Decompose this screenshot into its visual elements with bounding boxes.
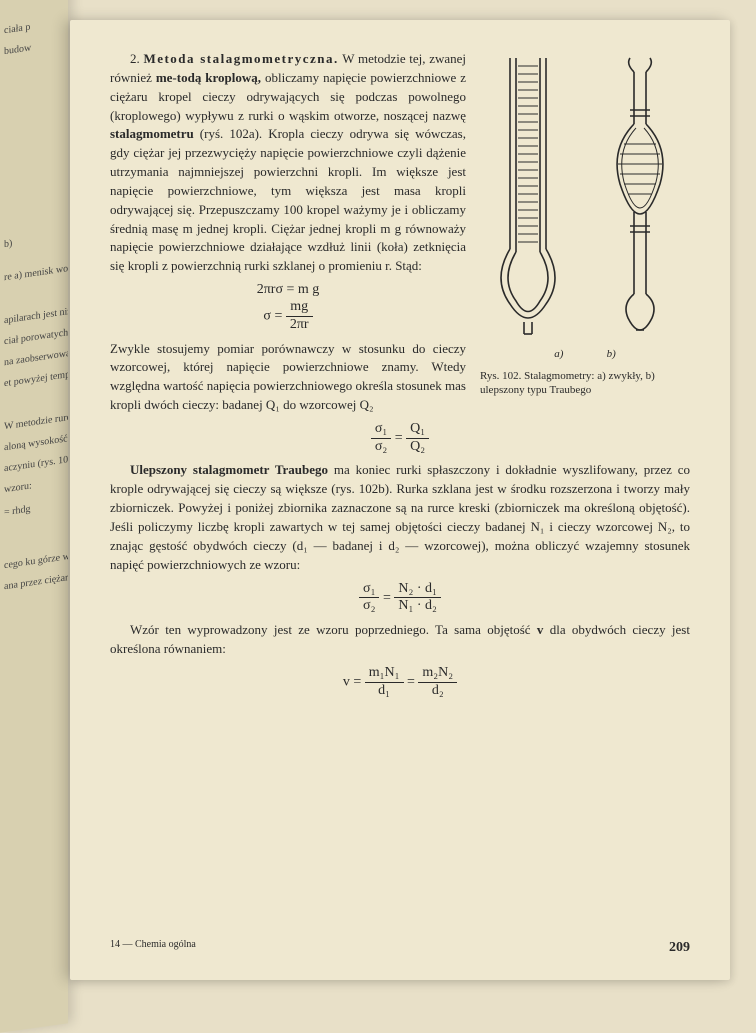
eq3-lhs-num: σ₁ bbox=[359, 581, 379, 599]
eq3-rhs-den: N₁ · d₂ bbox=[394, 598, 441, 615]
figure-102: a) b) Rys. 102. Stalagmometry: a) zwykły… bbox=[480, 54, 690, 398]
left-fragment: aloną wysokość (h) słupa bbox=[4, 433, 64, 454]
figure-label-a: a) bbox=[554, 347, 563, 363]
paragraph-4: Wzór ten wyprowadzony jest ze wzoru popr… bbox=[110, 621, 690, 659]
eq4-a-num: m₁N₁ bbox=[365, 665, 404, 683]
left-fragment: wzoru: bbox=[4, 475, 64, 496]
eq2-lhs-num: σ₁ bbox=[371, 421, 391, 439]
eq2-lhs-den: σ₂ bbox=[371, 439, 391, 456]
eq1-num: mg bbox=[286, 299, 313, 317]
left-fragment: b) bbox=[4, 230, 64, 251]
left-fragment: et powyżej temperatury bbox=[4, 369, 64, 390]
footer-text: 14 — Chemia ogólna bbox=[110, 938, 196, 953]
eq1-fraction: mg 2πr bbox=[286, 299, 313, 334]
after-term: (ryś. 102a). Kropla cieczy odrywa się wó… bbox=[110, 126, 466, 273]
para4-text: Wzór ten wyprowadzony jest ze wzoru popr… bbox=[130, 622, 537, 637]
left-fragment: W metodzie rurek włosk bbox=[4, 412, 64, 433]
para3-text: ma koniec rurki spłaszczony i dokładnie … bbox=[110, 462, 690, 571]
section-number: 2. bbox=[130, 51, 140, 66]
left-fragment: ciała p bbox=[4, 16, 64, 37]
eq1-den: 2πr bbox=[286, 317, 313, 334]
eq4-a-den: d₁ bbox=[365, 683, 404, 700]
figure-label-b: b) bbox=[607, 347, 616, 363]
main-page: a) b) Rys. 102. Stalagmometry: a) zwykły… bbox=[70, 20, 730, 980]
eq2-rhs: Q₁ Q₂ bbox=[406, 421, 429, 456]
stalagmometer-diagram bbox=[480, 54, 690, 344]
eq3-lhs: σ₁ σ₂ bbox=[359, 581, 379, 616]
eq3-rhs: N₂ · d₁ N₁ · d₂ bbox=[394, 581, 441, 616]
equation-3: σ₁ σ₂ = N₂ · d₁ N₁ · d₂ bbox=[110, 581, 690, 616]
left-fragment: cego ku górze wzdłuż bbox=[4, 551, 64, 572]
equation-4: v = m₁N₁ d₁ = m₂N₂ d₂ bbox=[110, 665, 690, 700]
term-metoda-kroplowa: me-todą kroplową, bbox=[156, 70, 261, 85]
paragraph-3: Ulepszony stalagmometr Traubego ma konie… bbox=[110, 461, 690, 574]
previous-page-sliver: ciała p budow b) re a) menisk wody w rur… bbox=[0, 0, 68, 1033]
term-stalagmometru: stalagmometru bbox=[110, 126, 194, 141]
left-fragment: apilarach jest niższa niż bbox=[4, 306, 64, 327]
eq4-v: v = bbox=[343, 674, 361, 689]
eq3-rhs-num: N₂ · d₁ bbox=[394, 581, 441, 599]
equation-2: σ₁ σ₂ = Q₁ Q₂ bbox=[110, 421, 690, 456]
eq4-a: m₁N₁ d₁ bbox=[365, 665, 404, 700]
left-fragment: na zaobserwować cie bbox=[4, 348, 64, 369]
eq4-b-num: m₂N₂ bbox=[418, 665, 457, 683]
eq4-b: m₂N₂ d₂ bbox=[418, 665, 457, 700]
left-fragment: aczyniu (rys. 101a). Napię bbox=[4, 454, 64, 475]
eq1-line1: 2πrσ = m g bbox=[257, 282, 320, 297]
eq2-rhs-num: Q₁ bbox=[406, 421, 429, 439]
page-number: 209 bbox=[669, 938, 690, 958]
figure-caption: Rys. 102. Stalagmometry: a) zwykły, b) u… bbox=[480, 369, 690, 398]
left-fragment: ciał porowatych często bbox=[4, 327, 64, 348]
left-fragment: re a) menisk wody w rur bbox=[4, 263, 64, 284]
method-title: Metoda stalagmometryczna. bbox=[143, 51, 338, 66]
eq1-sigma: σ = bbox=[263, 308, 282, 323]
left-fragment: = rhdg bbox=[4, 498, 64, 519]
eq4-b-den: d₂ bbox=[418, 683, 457, 700]
eq2-rhs-den: Q₂ bbox=[406, 439, 429, 456]
eq2-lhs: σ₁ σ₂ bbox=[371, 421, 391, 456]
left-fragment: budow bbox=[4, 37, 64, 58]
term-traubego: Ulepszony stalagmometr Traubego bbox=[130, 462, 328, 477]
eq3-lhs-den: σ₂ bbox=[359, 598, 379, 615]
left-fragment: ana przez ciężar słupa bbox=[4, 572, 64, 593]
